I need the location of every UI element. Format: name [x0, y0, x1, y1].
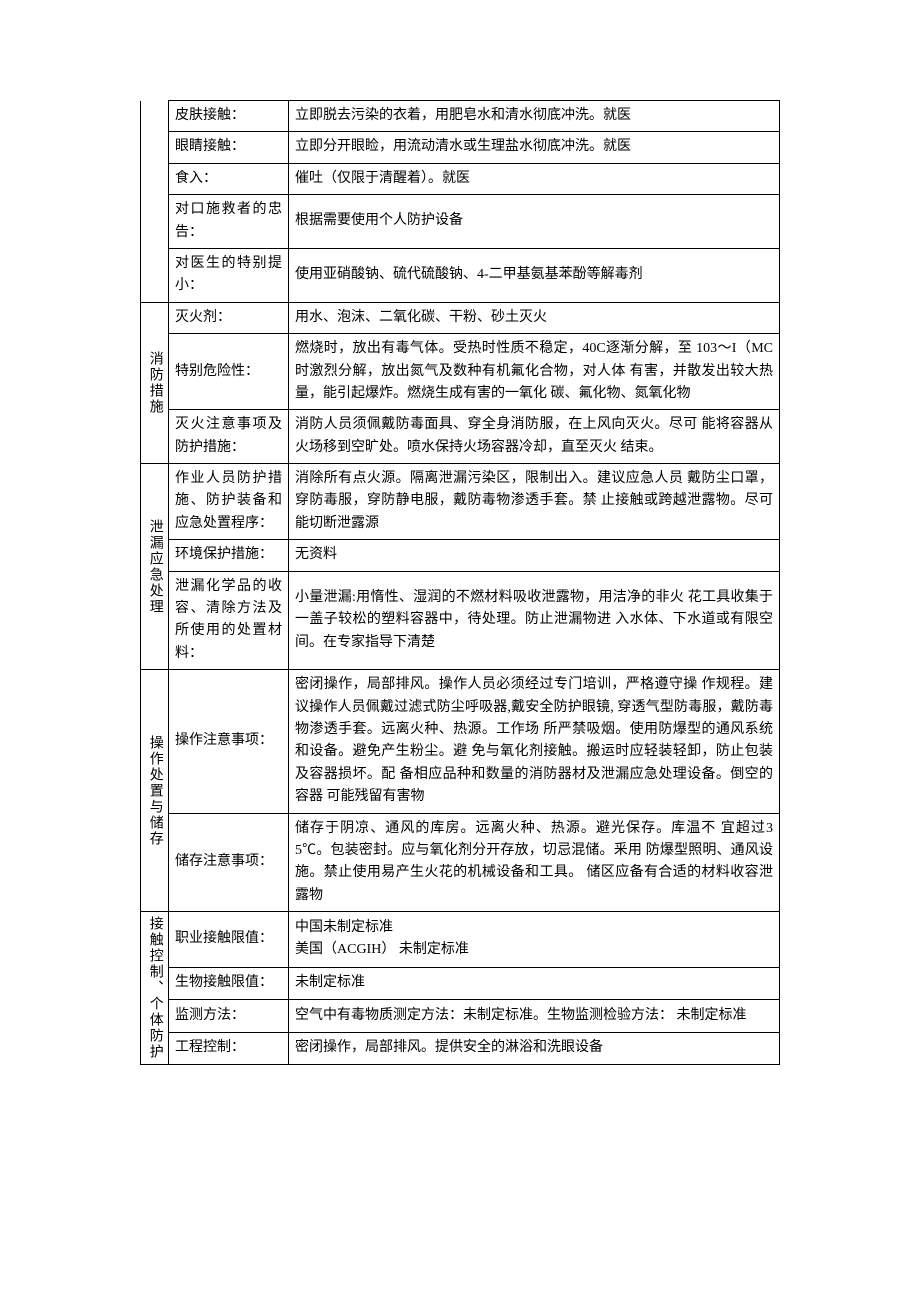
- row-label: 灭火剂：: [169, 302, 289, 333]
- table-row: 工程控制： 密闭操作，局部排风。提供安全的淋浴和洗眼设备: [141, 1032, 780, 1064]
- row-value: 小量泄漏:用惰性、湿润的不燃材料吸收泄露物，用洁净的非火 花工具收集于一盖子较松…: [289, 571, 780, 670]
- table-row: 储存注意事项： 储存于阴凉、通风的库房。远离火种、热源。避光保存。库温不 宜超过…: [141, 813, 780, 912]
- row-value: 密闭操作，局部排风。提供安全的淋浴和洗眼设备: [289, 1032, 780, 1064]
- row-value: 消防人员须佩戴防毒面具、穿全身消防服，在上风向灭火。尽可 能将容器从火场移到空旷…: [289, 410, 780, 464]
- table-row: 眼睛接触： 立即分开眼睑，用流动清水或生理盐水彻底冲洗。就医: [141, 132, 780, 163]
- row-label: 特别危险性：: [169, 334, 289, 410]
- table-row: 皮肤接触： 立即脱去污染的衣着，用肥皂水和清水彻底冲洗。就医: [141, 101, 780, 132]
- section-label-text: 操作处置与储存: [143, 735, 165, 847]
- row-value: 催吐（仅限于清醒着）。就医: [289, 163, 780, 194]
- row-value: 无资料: [289, 540, 780, 571]
- table-row: 对医生的特别提小： 使用亚硝酸钠、硫代硫酸钠、4-二甲基氨基苯酚等解毒剂: [141, 248, 780, 302]
- row-label: 泄漏化学品的收容、清除方法及所使用的处置材料：: [169, 571, 289, 670]
- row-label: 作业人员防护措施、防护装备和应急处置程序：: [169, 464, 289, 540]
- row-value: 密闭操作，局部排风。操作人员必须经过专门培训，严格遵守操 作规程。建议操作人员佩…: [289, 670, 780, 813]
- row-label: 环境保护措施：: [169, 540, 289, 571]
- section-label-fire: 消防措施: [141, 302, 169, 463]
- table-row: 消防措施 灭火剂： 用水、泡沫、二氧化碳、干粉、砂土灭火: [141, 302, 780, 333]
- row-label: 职业接触限值：: [169, 912, 289, 968]
- row-label: 储存注意事项：: [169, 813, 289, 912]
- row-value: 储存于阴凉、通风的库房。远离火种、热源。避光保存。库温不 宜超过35℃。包装密封…: [289, 813, 780, 912]
- row-label: 灭火注意事项及防护措施：: [169, 410, 289, 464]
- msds-table: 皮肤接触： 立即脱去污染的衣着，用肥皂水和清水彻底冲洗。就医 眼睛接触： 立即分…: [140, 100, 780, 1065]
- row-label: 操作注意事项：: [169, 670, 289, 813]
- table-row: 灭火注意事项及防护措施： 消防人员须佩戴防毒面具、穿全身消防服，在上风向灭火。尽…: [141, 410, 780, 464]
- row-value: 用水、泡沫、二氧化碳、干粉、砂土灭火: [289, 302, 780, 333]
- row-value: 燃烧时，放出有毒气体。受热时性质不稳定，40C逐渐分解，至 103〜I（MC时激…: [289, 334, 780, 410]
- row-label: 对医生的特别提小：: [169, 248, 289, 302]
- row-value: 空气中有毒物质测定方法：未制定标准。生物监测检验方法： 未制定标准: [289, 1000, 780, 1032]
- row-value: 中国未制定标准美国（ACGIH） 未制定标准: [289, 912, 780, 968]
- table-row: 操作处置与储存 操作注意事项： 密闭操作，局部排风。操作人员必须经过专门培训，严…: [141, 670, 780, 813]
- section-label-exposure: 接触控制、个体防护: [141, 912, 169, 1065]
- section-label-text: 接触控制、个体防护: [143, 916, 165, 1060]
- row-label: 监测方法：: [169, 1000, 289, 1032]
- row-value: 立即分开眼睑，用流动清水或生理盐水彻底冲洗。就医: [289, 132, 780, 163]
- table-row: 特别危险性： 燃烧时，放出有毒气体。受热时性质不稳定，40C逐渐分解，至 103…: [141, 334, 780, 410]
- row-label: 眼睛接触：: [169, 132, 289, 163]
- section-label-text: 泄漏应急处理: [143, 519, 165, 615]
- section-label-leak: 泄漏应急处理: [141, 464, 169, 670]
- row-value: 消除所有点火源。隔离泄漏污染区，限制出入。建议应急人员 戴防尘口罩，穿防毒服，穿…: [289, 464, 780, 540]
- row-value: 根据需要使用个人防护设备: [289, 195, 780, 249]
- row-label: 生物接触限值：: [169, 967, 289, 999]
- row-label: 工程控制：: [169, 1032, 289, 1064]
- table-row: 食入： 催吐（仅限于清醒着）。就医: [141, 163, 780, 194]
- row-label: 皮肤接触：: [169, 101, 289, 132]
- table-row: 接触控制、个体防护 职业接触限值： 中国未制定标准美国（ACGIH） 未制定标准: [141, 912, 780, 968]
- row-value: 立即脱去污染的衣着，用肥皂水和清水彻底冲洗。就医: [289, 101, 780, 132]
- table-row: 泄漏化学品的收容、清除方法及所使用的处置材料： 小量泄漏:用惰性、湿润的不燃材料…: [141, 571, 780, 670]
- table-row: 环境保护措施： 无资料: [141, 540, 780, 571]
- table-row: 生物接触限值： 未制定标准: [141, 967, 780, 999]
- row-value: 未制定标准: [289, 967, 780, 999]
- row-label: 食入：: [169, 163, 289, 194]
- section-label-handling: 操作处置与储存: [141, 670, 169, 912]
- table-row: 对口施救者的忠告： 根据需要使用个人防护设备: [141, 195, 780, 249]
- row-value: 使用亚硝酸钠、硫代硫酸钠、4-二甲基氨基苯酚等解毒剂: [289, 248, 780, 302]
- table-row: 泄漏应急处理 作业人员防护措施、防护装备和应急处置程序： 消除所有点火源。隔离泄…: [141, 464, 780, 540]
- row-label: 对口施救者的忠告：: [169, 195, 289, 249]
- table-row: 监测方法： 空气中有毒物质测定方法：未制定标准。生物监测检验方法： 未制定标准: [141, 1000, 780, 1032]
- section-label-text: 消防措施: [143, 351, 165, 415]
- section-label-firstaid: [141, 101, 169, 303]
